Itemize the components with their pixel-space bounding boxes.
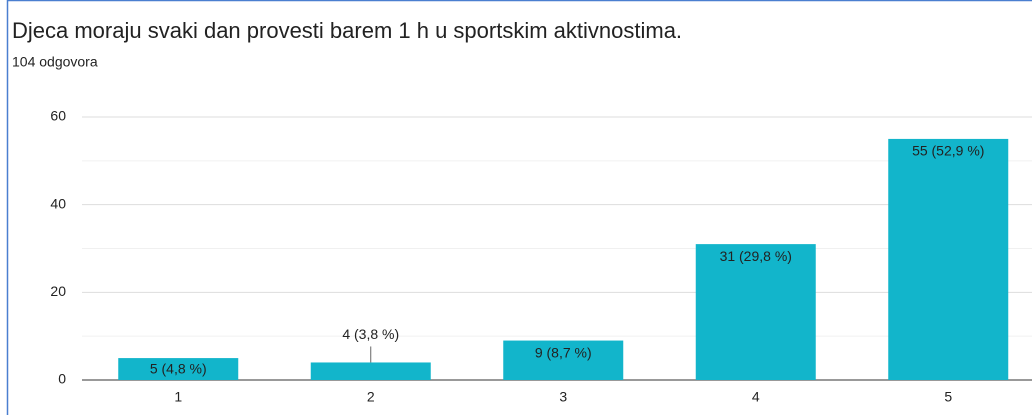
y-tick-label: 0 xyxy=(58,371,66,387)
value-label: 5 (4,8 %) xyxy=(150,361,207,377)
frame xyxy=(6,0,1032,415)
chart-subtitle: 104 odgovora xyxy=(12,54,98,70)
x-tick-label: 5 xyxy=(944,389,952,405)
x-tick-label: 4 xyxy=(752,389,760,405)
y-tick-label: 60 xyxy=(50,108,66,124)
value-label: 9 (8,7 %) xyxy=(535,344,592,360)
chart-title: Djeca moraju svaki dan provesti barem 1 … xyxy=(12,18,682,43)
x-tick-label: 2 xyxy=(367,389,375,405)
bar xyxy=(118,358,239,380)
bar xyxy=(503,340,624,380)
y-tick-label: 20 xyxy=(50,283,66,299)
y-tick-label: 40 xyxy=(50,195,66,211)
bar xyxy=(888,138,1009,380)
x-tick-label: 3 xyxy=(559,389,567,405)
value-label: 55 (52,9 %) xyxy=(912,143,984,159)
x-tick-label: 1 xyxy=(174,389,182,405)
value-label: 4 (3,8 %) xyxy=(342,326,399,342)
bar xyxy=(310,362,431,380)
value-label: 31 (29,8 %) xyxy=(720,248,792,264)
bar xyxy=(695,244,816,380)
